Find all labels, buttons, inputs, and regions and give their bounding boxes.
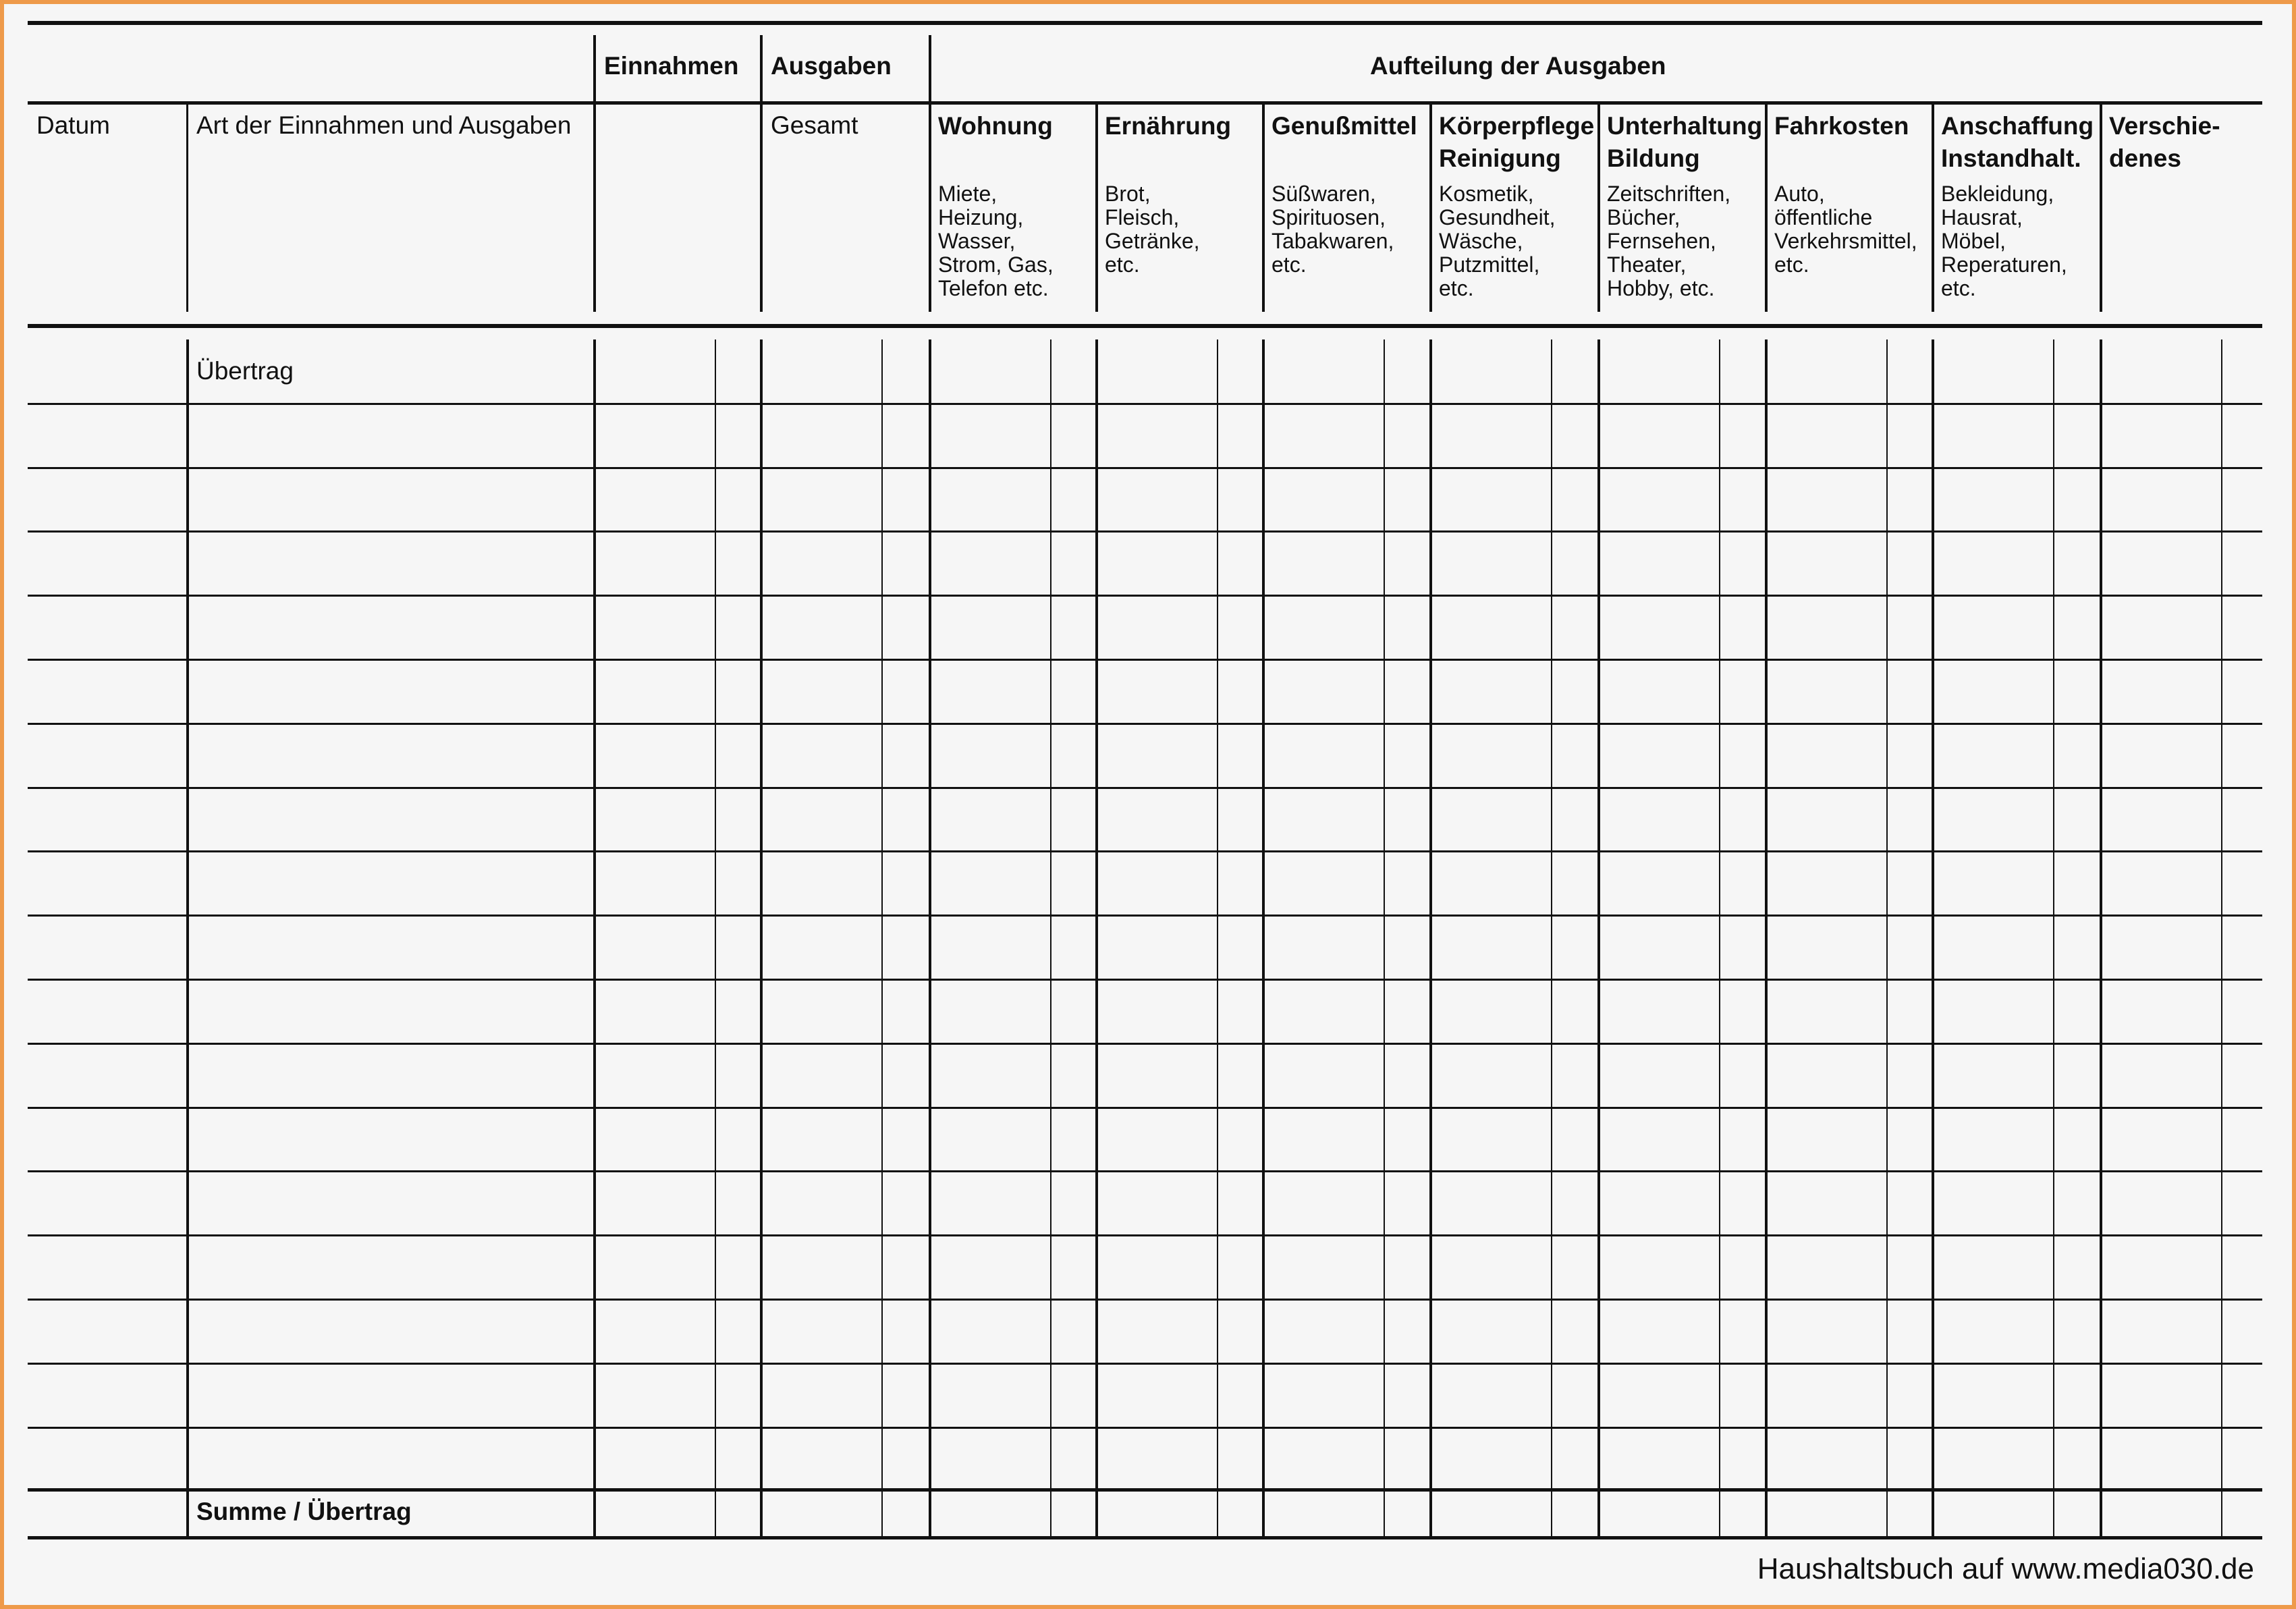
category-title: Genußmittel — [1272, 112, 1417, 140]
header-divider — [1597, 103, 1600, 312]
column-divider — [593, 339, 596, 1537]
row-line — [28, 1043, 2262, 1045]
row-line — [28, 1107, 2262, 1109]
header-art: Art der Einnahmen und Ausgaben — [196, 111, 572, 139]
header-divider — [1932, 103, 1934, 312]
header-datum: Datum — [36, 111, 110, 139]
cents-divider — [1719, 339, 1720, 1537]
header-einnahmen: Einnahmen — [604, 52, 739, 80]
header-aufteilung: Aufteilung der Ausgaben — [1370, 52, 1666, 80]
row-line — [28, 850, 2262, 852]
column-divider — [1095, 339, 1098, 1537]
category-description: Brot, Fleisch, Getränke, etc. — [1105, 182, 1200, 277]
column-divider — [1429, 339, 1432, 1537]
column-divider — [1932, 339, 1934, 1537]
row-line — [28, 723, 2262, 725]
carry-in-label: Übertrag — [196, 357, 294, 385]
header-gesamt: Gesamt — [771, 111, 858, 139]
row-line — [28, 1427, 2262, 1429]
category-title: Ernährung — [1105, 112, 1232, 140]
header-ausgaben: Ausgaben — [771, 52, 892, 80]
category-title: Wohnung — [938, 112, 1053, 140]
header-divider — [760, 35, 763, 312]
row-line — [28, 787, 2262, 789]
header-divider — [1262, 103, 1265, 312]
row-line — [28, 530, 2262, 533]
cents-divider — [1050, 339, 1051, 1537]
column-divider — [1765, 339, 1768, 1537]
category-description: Zeitschriften, Bücher, Fernsehen, Theate… — [1607, 182, 1731, 300]
header-divider — [1765, 103, 1768, 312]
cents-divider — [1886, 339, 1888, 1537]
cents-divider — [2221, 339, 2222, 1537]
category-description: Kosmetik, Gesundheit, Wäsche, Putzmittel… — [1439, 182, 1556, 300]
cents-divider — [1551, 339, 1552, 1537]
row-line — [28, 659, 2262, 661]
column-divider — [929, 339, 931, 1537]
row-line — [28, 595, 2262, 597]
category-description: Süßwaren, Spirituosen, Tabakwaren, etc. — [1272, 182, 1394, 277]
row-line — [28, 1363, 2262, 1365]
rule-header-bottom — [28, 324, 2262, 328]
category-title: Körperpflege Reinigung — [1439, 112, 1595, 172]
column-divider — [2100, 339, 2102, 1537]
cents-divider — [1384, 339, 1385, 1537]
category-title: Unterhaltung Bildung — [1607, 112, 1763, 172]
footer-credit: Haushaltsbuch auf www.media030.de — [1757, 1552, 2254, 1585]
category-title: Verschie- denes — [2109, 112, 2220, 172]
header-divider — [593, 35, 596, 312]
row-line — [28, 403, 2262, 405]
category-description: Miete, Heizung, Wasser, Strom, Gas, Tele… — [938, 182, 1054, 300]
rule-top — [28, 21, 2262, 25]
rule-total — [28, 1488, 2262, 1492]
rule-bottom — [28, 1536, 2262, 1539]
category-description: Auto, öffentliche Verkehrsmittel, etc. — [1774, 182, 1917, 277]
category-title: Fahrkosten — [1774, 112, 1909, 140]
row-line — [28, 915, 2262, 917]
category-description: Bekleidung, Hausrat, Möbel, Reperaturen,… — [1941, 182, 2067, 300]
cents-divider — [2053, 339, 2054, 1537]
header-divider — [2100, 103, 2102, 312]
column-divider — [186, 339, 189, 1537]
row-line — [28, 1170, 2262, 1172]
row-line — [28, 467, 2262, 469]
header-divider — [1095, 103, 1098, 312]
row-line — [28, 1299, 2262, 1301]
header-divider — [186, 103, 188, 312]
row-line — [28, 979, 2262, 981]
header-divider — [929, 103, 931, 312]
cents-divider — [715, 339, 716, 1537]
row-line — [28, 1234, 2262, 1236]
cents-divider — [1217, 339, 1218, 1537]
cents-divider — [881, 339, 883, 1537]
total-label: Summe / Übertrag — [196, 1498, 412, 1525]
rule-header — [28, 101, 2262, 105]
category-title: Anschaffung Instandhalt. — [1941, 112, 2094, 172]
column-divider — [1262, 339, 1265, 1537]
header-divider — [1429, 103, 1432, 312]
column-divider — [1597, 339, 1600, 1537]
column-divider — [760, 339, 763, 1537]
